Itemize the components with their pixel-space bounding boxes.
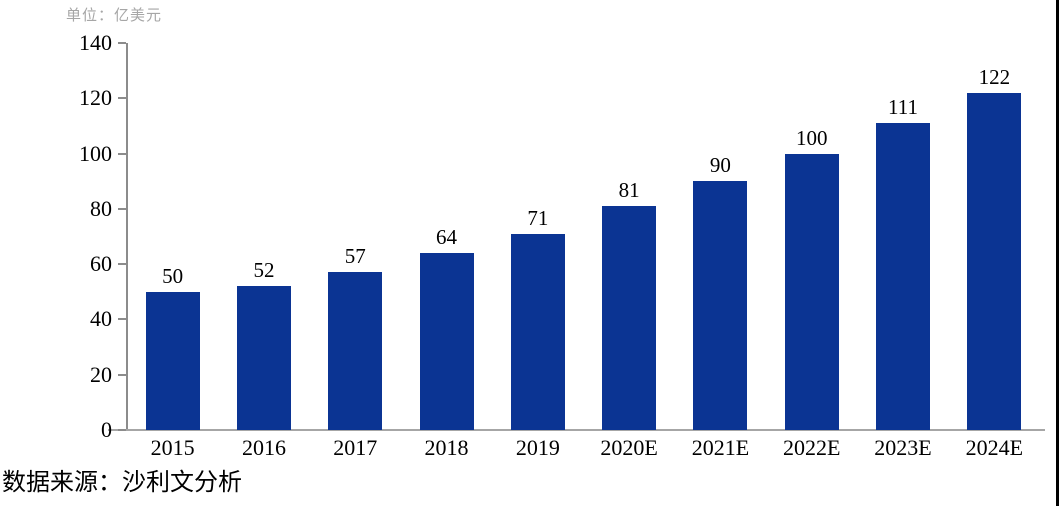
x-axis-labels: 2015 2016 2017 2018 2019 2020E 2021E 2022E 2023E… bbox=[127, 435, 1040, 461]
bar-value-label: 71 bbox=[527, 205, 549, 230]
bar-column: 122 bbox=[949, 43, 1040, 430]
x-tick-label: 2020E bbox=[600, 435, 658, 460]
bar bbox=[602, 206, 657, 430]
bar-value-label: 90 bbox=[709, 153, 731, 178]
x-tick-label: 2018 bbox=[424, 435, 469, 460]
bar-column: 81 bbox=[583, 43, 674, 430]
bar-column: 100 bbox=[766, 43, 857, 430]
x-tick-label: 2017 bbox=[333, 435, 378, 460]
y-tick-label: 100 bbox=[79, 140, 112, 166]
y-tick-label: 140 bbox=[79, 30, 112, 55]
bar-value-label: 111 bbox=[888, 95, 918, 120]
y-tick-label: 0 bbox=[101, 417, 112, 442]
bar bbox=[236, 286, 291, 430]
y-tick-label: 20 bbox=[90, 361, 112, 387]
bar bbox=[693, 181, 748, 430]
y-tick-mark bbox=[118, 318, 126, 321]
y-tick-mark bbox=[118, 263, 126, 266]
y-tick-mark bbox=[118, 97, 126, 100]
y-tick-mark bbox=[118, 373, 126, 376]
bar bbox=[784, 153, 839, 430]
bar-value-label: 81 bbox=[618, 178, 640, 203]
bar bbox=[510, 233, 565, 430]
bar-value-label: 64 bbox=[436, 225, 458, 250]
y-tick-mark bbox=[118, 429, 126, 431]
y-tick-label: 40 bbox=[90, 306, 112, 332]
source-label: 数据来源：沙利文分析 bbox=[2, 470, 242, 496]
y-tick-mark bbox=[118, 42, 126, 44]
bar-column: 52 bbox=[218, 43, 309, 430]
x-tick-label: 2015 bbox=[150, 435, 195, 460]
bar-value-label: 100 bbox=[795, 125, 828, 150]
x-tick-label: 2024E bbox=[965, 435, 1024, 460]
x-tick-label: 2016 bbox=[241, 435, 286, 460]
bar-value-label: 122 bbox=[978, 64, 1011, 89]
bar-column: 50 bbox=[127, 43, 218, 430]
x-axis-baseline bbox=[108, 429, 1045, 431]
y-tick-mark bbox=[118, 207, 126, 210]
right-edge-line bbox=[1056, 0, 1059, 506]
bar bbox=[328, 272, 383, 430]
bar bbox=[876, 123, 931, 430]
y-axis-line bbox=[126, 43, 128, 430]
x-tick-label: 2023E bbox=[874, 435, 932, 460]
y-tick-label: 80 bbox=[90, 195, 112, 221]
bar bbox=[967, 92, 1022, 430]
bar-column: 111 bbox=[857, 43, 948, 430]
bar-column: 57 bbox=[310, 43, 401, 430]
bar-column: 71 bbox=[492, 43, 583, 430]
bars-row: 50 52 57 64 71 81 90 100 111 122 bbox=[127, 43, 1040, 430]
bar-value-label: 57 bbox=[344, 244, 366, 269]
x-tick-label: 2021E bbox=[691, 435, 750, 460]
x-tick-label: 2019 bbox=[515, 435, 560, 460]
bar-value-label: 52 bbox=[253, 258, 275, 283]
bar bbox=[419, 253, 474, 430]
bar-column: 90 bbox=[675, 43, 766, 430]
bar bbox=[145, 291, 200, 430]
x-tick-label: 2022E bbox=[783, 435, 841, 460]
unit-label: 单位：亿美元 bbox=[66, 8, 163, 24]
y-tick-label: 120 bbox=[79, 85, 112, 111]
y-tick-label: 60 bbox=[90, 251, 112, 277]
bar-value-label: 50 bbox=[162, 263, 184, 288]
y-tick-mark bbox=[118, 152, 126, 155]
plot-area: 0 20 40 60 80 100 120 140 50 52 57 64 71 81 90 100 111 1… bbox=[79, 32, 1045, 460]
bar-column: 64 bbox=[401, 43, 492, 430]
